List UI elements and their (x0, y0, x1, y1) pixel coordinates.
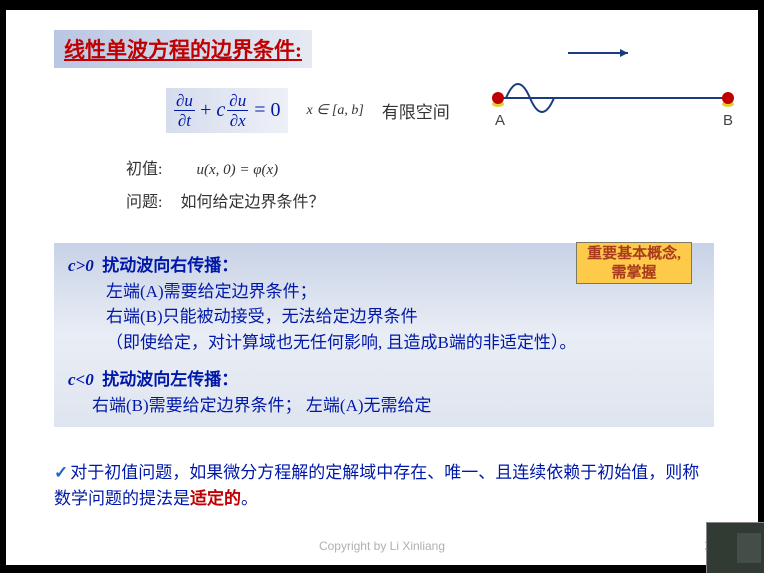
case1-heading: 扰动波向右传播： (102, 256, 238, 275)
q-text: 如何给定边界条件？ (180, 194, 324, 211)
callout-box: 重要基本概念, 需掌握 (576, 242, 692, 284)
iv-formula: u(x, 0) = φ(x) (196, 162, 278, 178)
page-title: 线性单波方程的边界条件: (64, 38, 302, 62)
pde-equation: ∂u ∂t + c ∂u ∂x = 0 (166, 88, 288, 133)
footnote-text: 对于初值问题，如果微分方程解的定解域中存在、唯一、且连续依赖于初始值，则称数学问… (54, 463, 699, 508)
equation-block: ∂u ∂t + c ∂u ∂x = 0 x ∈ [a, b] 有限空间 (166, 88, 450, 133)
domain-text: x ∈ [a, b] (306, 102, 363, 119)
c-neg: c<0 (68, 370, 94, 389)
frac2-num: ∂u (227, 92, 248, 111)
callout-l2: 需掌握 (577, 264, 691, 283)
copyright: Copyright by Li Xinliang (319, 539, 445, 553)
video-thumbnail[interactable] (706, 522, 764, 573)
check-icon: ✓ (54, 463, 68, 482)
q-label: 问题: (126, 194, 162, 211)
case1-line3: 右端(B)只能被动接受，无法给定边界条件 (106, 307, 418, 326)
label-b: B (723, 112, 733, 129)
iv-label: 初值: (126, 155, 162, 179)
case1-line4: （即使给定，对计算域也无任何影响, 且造成B端的非适定性）。 (106, 333, 576, 352)
wave-diagram: A B (488, 30, 738, 130)
question-line: 问题: 如何给定边界条件？ (126, 188, 324, 212)
slide: 线性单波方程的边界条件: ∂u ∂t + c ∂u ∂x = 0 x ∈ [a,… (6, 10, 758, 565)
case2-heading: 扰动波向左传播： (102, 370, 238, 389)
initial-value: 初值: u(x, 0) = φ(x) (126, 155, 278, 179)
case1-line2: 左端(A)需要给定边界条件； (106, 282, 317, 301)
case2-line2: 右端(B)需要给定边界条件； 左端(A)无需给定 (92, 396, 432, 415)
domain-label: 有限空间 (382, 98, 450, 123)
footnote-tail: 。 (241, 489, 258, 508)
callout-l1: 重要基本概念, (577, 245, 691, 264)
title-box: 线性单波方程的边界条件: (54, 30, 312, 68)
frac1-den: ∂t (174, 111, 195, 129)
eq-zero: = 0 (254, 99, 280, 122)
c-pos: c>0 (68, 256, 94, 275)
footnote: ✓对于初值问题，如果微分方程解的定解域中存在、唯一、且连续依赖于初始值，则称数学… (54, 460, 704, 513)
footnote-red: 适定的 (190, 489, 241, 508)
frac2-den: ∂x (227, 111, 248, 129)
label-a: A (495, 112, 505, 129)
plus-sign: + (199, 99, 213, 122)
c-var: c (216, 99, 225, 122)
frac1-num: ∂u (174, 92, 195, 111)
